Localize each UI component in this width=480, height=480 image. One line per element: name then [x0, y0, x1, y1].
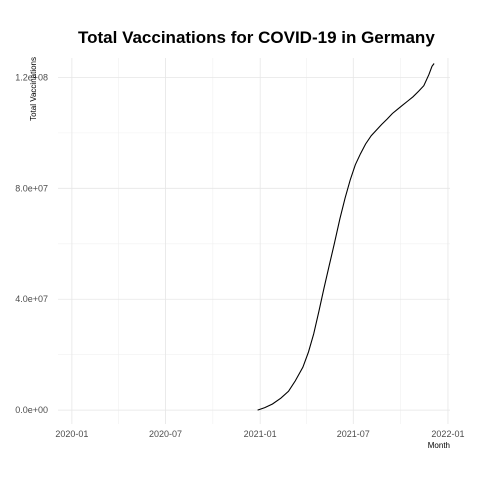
- tick-labels: 2020-01 2020-07 2021-01 2021-07 2022-01 0.0e+…: [15, 72, 464, 439]
- x-tick-label: 2021-01: [244, 429, 277, 439]
- x-tick-label: 2020-01: [55, 429, 88, 439]
- chart-title: Total Vaccinations for COVID-19 in Germa…: [78, 28, 435, 47]
- series-layer: [258, 64, 435, 411]
- x-axis-title: Month: [428, 441, 450, 450]
- y-tick-label: 4.0e+07: [15, 294, 48, 304]
- x-tick-label: 2021-07: [337, 429, 370, 439]
- series-line-total-vaccinations: [258, 64, 435, 411]
- x-tick-label: 2020-07: [149, 429, 182, 439]
- grid: [58, 58, 450, 424]
- x-tick-label: 2022-01: [431, 429, 464, 439]
- y-tick-label: 0.0e+00: [15, 405, 48, 415]
- y-tick-label: 8.0e+07: [15, 183, 48, 193]
- y-axis-title: Total Vaccinations: [29, 57, 38, 121]
